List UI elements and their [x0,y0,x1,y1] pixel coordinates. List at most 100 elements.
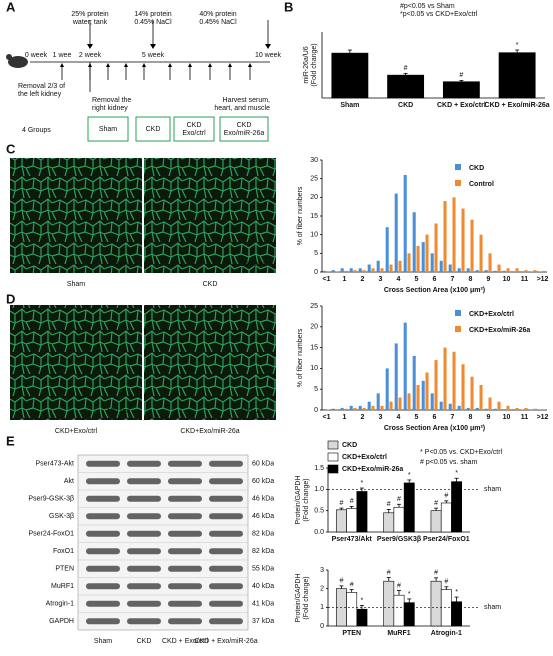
y-axis-label: (Fold change) [311,43,318,86]
size-label: 46 kDa [252,496,274,503]
row-label: Pser473-Akt [35,461,74,468]
band [127,478,161,485]
bar [376,393,380,410]
y-tick-label: 25 [310,303,318,310]
x-tick-label: 1 [343,276,347,283]
size-label: 60 kDa [252,478,274,485]
significance-marker: # [444,493,448,500]
bar [389,264,393,272]
x-tick-label: 11 [521,276,529,283]
legend-label: CKD [342,442,357,449]
significance-marker: # [434,500,438,507]
significance-marker: # [397,582,401,589]
y-tick-label: 1.5 [314,465,324,472]
x-tick-label: Sham [340,102,359,109]
y-axis-label: (Fold change) [303,478,310,521]
bar [493,408,497,410]
significance-marker: # [339,500,343,507]
x-tick-label: 3 [379,414,383,421]
panel-label: D [6,291,15,306]
bar [353,407,357,410]
band [168,513,202,520]
size-label: 37 kDa [252,618,274,625]
band [168,548,202,555]
y-axis-label: miR-26a/U6 [303,46,310,83]
bar [479,385,483,410]
scale-bar: 100 μm [107,408,131,415]
legend-label: CKD+Exo/ctrl [469,311,514,318]
significance-marker: * [361,597,364,604]
x-tick-label: CKD + Exo/ctrl [437,102,486,109]
x-tick-label: 9 [487,414,491,421]
y-tick-label: 0.0 [314,529,324,536]
bar [434,360,438,410]
band [168,478,202,485]
bar [356,491,368,533]
x-tick-label: Pser473/Akt [332,536,373,543]
bar [439,260,443,272]
bar [344,270,348,272]
bar [430,580,442,627]
bar [442,81,480,99]
group-label: Exo/ctrl [182,130,206,137]
band [127,495,161,502]
band [209,565,243,572]
bar [443,347,447,410]
panel-label: C [6,141,16,156]
legend-swatch [455,326,461,332]
arrow-head [150,44,156,49]
lane-label: CKD + Exo/ctrl [162,638,209,645]
arrow-head [124,63,128,67]
x-tick-label: MuRF1 [387,630,410,637]
bar [524,270,528,272]
bar [362,270,366,272]
size-label: 60 kDa [252,461,274,468]
bar [430,253,434,272]
band [209,548,243,555]
significance-marker: * [408,472,411,479]
band [168,530,202,537]
size-label: 55 kDa [252,566,274,573]
bar [443,201,447,272]
significance-marker: # [459,72,463,79]
bar [371,405,375,410]
band [127,583,161,590]
x-tick-label: 4 [397,414,401,421]
bar [335,271,339,272]
x-tick-label: Atrogin-1 [431,630,462,637]
bar [387,74,425,99]
y-tick-label: 5 [314,386,318,393]
bar [498,52,536,99]
bar [440,589,452,627]
panel-label: E [6,433,15,448]
bar [542,409,546,410]
arrow-head [188,63,192,67]
legend-swatch [327,452,339,462]
panel-label: B [284,0,293,14]
x-tick-label: 2 [361,414,365,421]
annotation: * P<0.05 vs. CKD+Exo/ctrl [420,449,503,456]
band [168,495,202,502]
group-label: Exo/miR-26a [224,130,265,137]
micrograph [10,158,142,273]
band [209,618,243,625]
lane-label: CKD + Exo/miR-26a [194,638,257,645]
bar [412,355,416,410]
legend-swatch [455,310,461,316]
group-box [173,116,215,142]
bar [331,270,335,272]
legend-label: CKD [469,165,484,172]
band [209,583,243,590]
size-label: 40 kDa [252,583,274,590]
bar [407,393,411,410]
bar [340,407,344,410]
band [127,460,161,467]
y-tick-label: 2 [320,586,324,593]
bar [385,368,389,410]
group-box [219,116,269,142]
arrow-head [60,63,64,67]
step-label: Removal 2/3 of [18,83,65,90]
x-axis-label: Cross Section Area (x100 μm²) [384,287,485,294]
bar [346,508,358,533]
band [127,548,161,555]
